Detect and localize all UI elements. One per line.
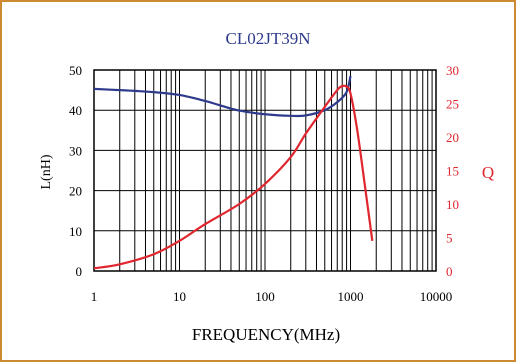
grid [93,69,436,272]
x-tick-label: 10 [173,289,186,304]
x-tick-label: 10000 [420,289,453,304]
x-axis-label: FREQUENCY(MHz) [192,325,340,344]
y-right-tick-label: 20 [446,130,459,145]
y-left-tick-label: 20 [69,184,82,199]
y-left-tick-label: 0 [76,264,83,279]
y-right-tick-label: 25 [446,97,459,112]
y-right-tick-label: 10 [446,197,459,212]
y-right-tick-label: 5 [446,231,453,246]
y-left-tick-label: 30 [69,143,82,158]
y-left-tick-label: 40 [69,103,82,118]
series-group [93,75,374,270]
y-axis-right-label: Q [482,163,494,182]
y-left-tick-label: 50 [69,63,82,78]
x-tick-label: 1000 [338,289,364,304]
y-right-tick-label: 15 [446,164,459,179]
inductance-series-line [93,75,352,118]
q-series-line [93,84,374,270]
y-right-tick-label: 30 [446,63,459,78]
y-right-tick-label: 0 [446,264,453,279]
x-tick-label: 1 [91,289,98,304]
y-left-tick-label: 10 [69,224,82,239]
chart-title: CL02JT39N [226,29,311,48]
y-axis-left-label: L(nH) [39,154,54,189]
tick-labels: 1 10 100 1000 10000 0 10 20 30 40 50 0 5 10 15 20 25 30 [69,63,459,304]
plot-border [93,69,437,272]
x-tick-label: 100 [255,289,275,304]
